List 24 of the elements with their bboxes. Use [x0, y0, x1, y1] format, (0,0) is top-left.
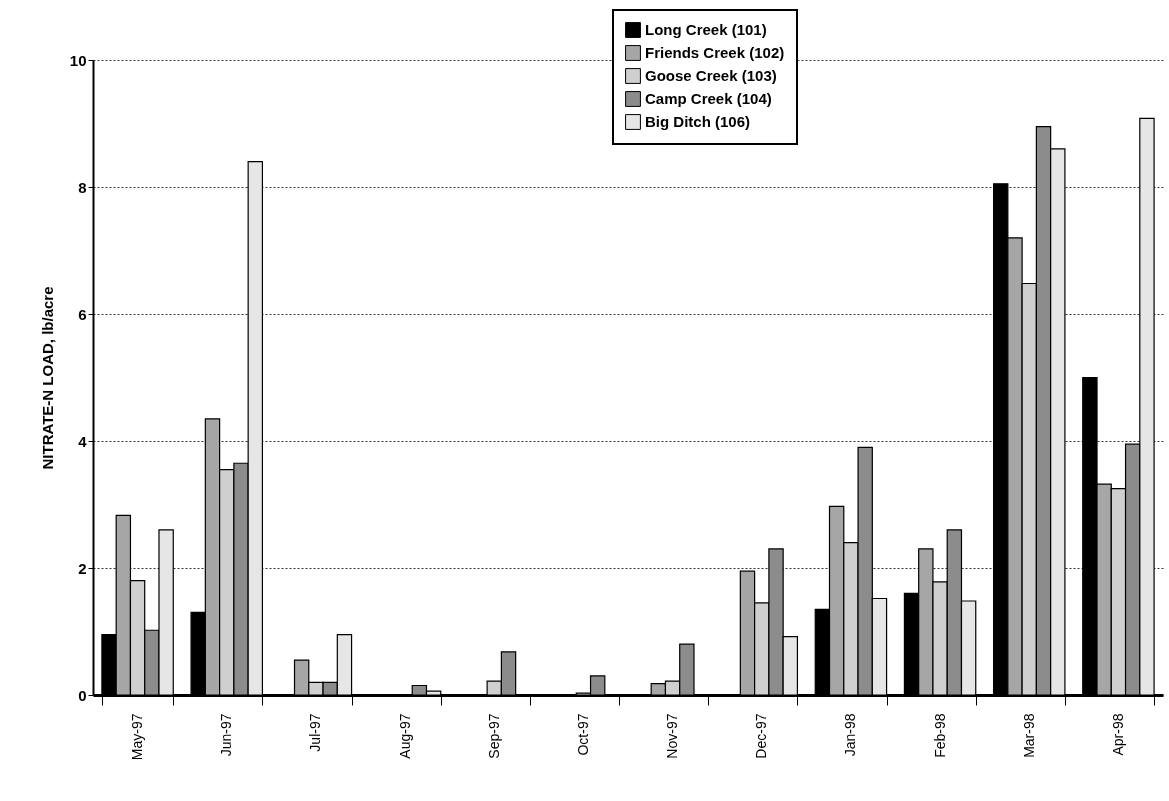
y-tick-label: 8 — [78, 178, 87, 196]
legend-label: Goose Creek (103) — [645, 67, 777, 84]
y-tick-label: 4 — [78, 432, 88, 450]
x-tick-label: Mar-98 — [1020, 713, 1037, 758]
x-tick-label: Aug-97 — [396, 713, 413, 759]
x-tick-label: Dec-97 — [753, 713, 770, 759]
legend-label: Big Ditch (106) — [645, 113, 751, 130]
x-tick-label: Oct-97 — [574, 713, 591, 756]
y-tick-label: 6 — [78, 305, 87, 323]
x-tick-label: Jul-97 — [307, 713, 324, 752]
legend-label: Friends Creek (102) — [645, 44, 785, 61]
y-tick-label: 2 — [78, 559, 87, 577]
y-axis-title: NITRATE-N LOAD, lb/acre — [38, 286, 56, 470]
x-tick-label: Feb-98 — [931, 713, 948, 758]
x-tick-label: Apr-98 — [1109, 713, 1126, 756]
x-tick-label: May-97 — [129, 713, 146, 761]
y-tick-label: 0 — [78, 686, 87, 704]
x-tick-label: Nov-97 — [664, 713, 681, 759]
y-tick-label: 10 — [69, 51, 87, 69]
x-tick-label: Sep-97 — [485, 713, 502, 759]
legend-label: Long Creek (101) — [645, 21, 767, 38]
x-tick-label: Jun-97 — [218, 713, 235, 757]
x-tick-label: Jan-98 — [842, 713, 859, 757]
legend-label: Camp Creek (104) — [645, 90, 772, 107]
